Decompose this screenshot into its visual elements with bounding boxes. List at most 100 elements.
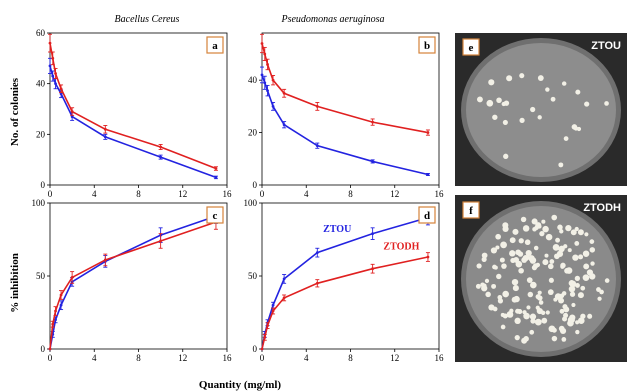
bacterial-colony <box>560 262 566 269</box>
data-point <box>426 131 430 134</box>
bacterial-colony <box>512 285 519 292</box>
plot-frame <box>261 32 440 186</box>
y-tick-label: 20 <box>36 129 46 139</box>
bacterial-colony <box>485 291 491 298</box>
data-point <box>159 155 163 159</box>
bacterial-colony <box>488 79 495 86</box>
x-tick-label: 8 <box>136 189 141 199</box>
bacterial-colony <box>519 73 525 79</box>
bacterial-colony <box>577 229 584 236</box>
data-point <box>48 347 52 351</box>
bacterial-colony <box>550 96 556 102</box>
x-tick-label: 8 <box>348 353 353 363</box>
x-tick-label: 0 <box>260 189 265 199</box>
photo-letter-f: f <box>469 205 473 217</box>
data-point <box>266 63 269 66</box>
panel-letter-c: c <box>213 210 218 222</box>
bacterial-colony <box>493 265 498 270</box>
bacterial-colony <box>514 317 521 325</box>
bacterial-colony <box>522 310 527 315</box>
bacterial-colony <box>500 312 505 318</box>
bacterial-colony <box>517 309 523 315</box>
bacterial-colony <box>531 218 538 225</box>
y-tick-label: 100 <box>32 198 46 208</box>
bacterial-colony <box>572 254 579 261</box>
bacterial-colony <box>582 250 590 257</box>
data-point <box>271 309 275 313</box>
series-line-ztodh <box>261 256 429 350</box>
bacterial-colony <box>542 225 549 233</box>
x-tick-label: 12 <box>178 189 187 199</box>
panel-letter-box <box>418 36 436 54</box>
bacterial-colony <box>551 327 557 333</box>
bacterial-colony <box>580 313 586 319</box>
chart-panel-c: 0 4 8 12 16 0 50 100 c <box>32 198 233 363</box>
data-point <box>371 160 375 163</box>
panel-letter-box <box>418 206 436 224</box>
bacterial-colony <box>596 287 601 292</box>
bacterial-colony <box>521 337 528 344</box>
x-tick-label: 4 <box>92 353 97 363</box>
bacterial-colony <box>604 278 610 283</box>
x-tick-label: 0 <box>260 353 265 363</box>
bacterial-colony <box>557 224 563 230</box>
series-line-ztou <box>261 74 429 176</box>
photo-panel-e: e ZTOU <box>455 33 627 186</box>
bacterial-colony <box>496 97 502 104</box>
bacterial-colony <box>509 250 516 257</box>
bacterial-colony <box>568 285 576 293</box>
bacterial-colony <box>570 229 577 236</box>
data-point <box>214 167 218 170</box>
bacterial-colony <box>502 119 508 125</box>
panel-letter-box <box>206 206 224 224</box>
series-line-ztodh <box>49 221 217 350</box>
data-point <box>48 41 52 45</box>
bacterial-colony <box>509 237 516 244</box>
bacterial-colony <box>583 263 590 270</box>
bacterial-colony <box>561 81 567 86</box>
data-point <box>260 42 264 45</box>
bacterial-colony <box>481 256 487 262</box>
x-tick-label: 16 <box>223 353 233 363</box>
column-title-pseudomonas: Pseudomonas aeruginosa <box>280 14 384 25</box>
bacterial-colony <box>484 278 490 283</box>
bacterial-colony <box>530 281 537 289</box>
y-tick-label: 40 <box>36 79 46 89</box>
bacterial-colony <box>539 231 545 237</box>
data-point <box>371 232 375 236</box>
bacterial-colony <box>514 334 520 341</box>
bacterial-colony <box>541 219 546 224</box>
data-point <box>263 52 267 56</box>
colony-group-dense <box>475 214 610 344</box>
bacterial-colony <box>535 294 541 300</box>
data-point <box>282 277 286 281</box>
chart-panel-a: 0 4 8 12 16 0 20 40 60 a <box>36 28 232 199</box>
bacterial-colony <box>597 296 602 301</box>
data-point <box>51 74 55 78</box>
data-point <box>282 123 286 127</box>
x-tick-label: 0 <box>48 353 53 363</box>
colony-group-sparse <box>476 73 609 168</box>
data-point <box>48 64 52 68</box>
bacterial-colony <box>589 239 595 244</box>
series-line-ztodh <box>49 42 217 170</box>
data-point <box>426 173 430 176</box>
bacterial-colony <box>527 291 534 298</box>
bacterial-colony <box>567 248 572 253</box>
bacterial-colony <box>575 89 581 95</box>
bacterial-colony <box>575 329 580 335</box>
data-point <box>263 335 267 339</box>
data-point <box>282 91 286 95</box>
bacterial-colony <box>501 263 507 269</box>
bacterial-colony <box>475 283 481 289</box>
y-tick-label: 50 <box>248 271 258 281</box>
y-tick-label: 40 <box>248 75 258 85</box>
bacterial-colony <box>517 251 524 257</box>
bacterial-colony <box>571 302 576 308</box>
bacterial-colony <box>549 259 555 264</box>
bacterial-colony <box>490 247 498 254</box>
bacterial-colony <box>526 305 531 310</box>
y-axis-title-colonies: No. of colonies <box>9 77 21 146</box>
bacterial-colony <box>545 310 550 315</box>
bacterial-colony <box>563 136 569 141</box>
